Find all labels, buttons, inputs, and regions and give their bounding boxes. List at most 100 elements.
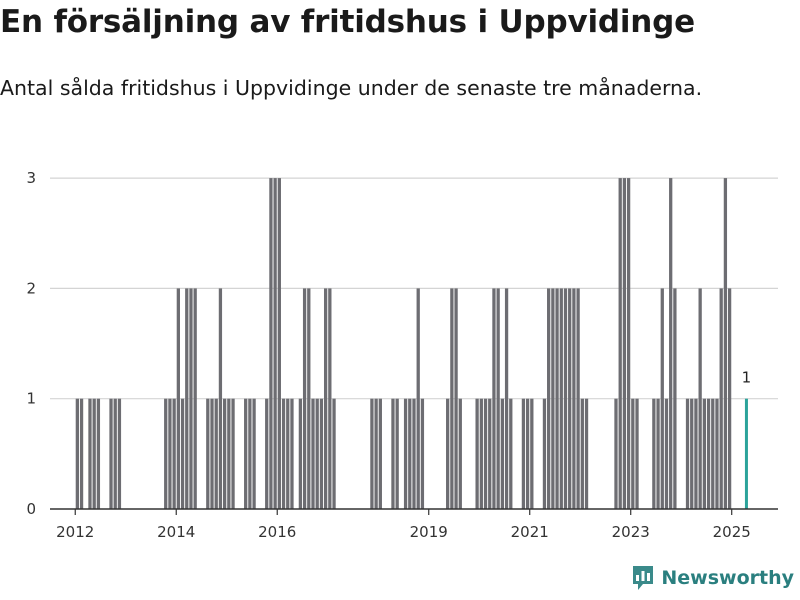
bar	[555, 288, 559, 509]
bar	[509, 398, 513, 509]
bar	[504, 288, 509, 509]
bar	[227, 398, 231, 509]
bar	[412, 398, 416, 509]
bar	[614, 398, 618, 509]
bar	[168, 398, 172, 509]
bar	[416, 288, 420, 509]
bar	[206, 398, 210, 509]
bar	[75, 398, 79, 509]
bar	[673, 288, 677, 509]
bar	[315, 398, 319, 509]
bar	[176, 288, 180, 509]
bar	[117, 398, 122, 509]
bar	[298, 398, 303, 509]
bar	[113, 398, 117, 509]
bar	[656, 398, 660, 509]
x-tick-label: 2016	[258, 523, 296, 541]
bar	[690, 398, 694, 509]
bar	[635, 398, 639, 509]
bar	[496, 288, 500, 509]
bar	[488, 398, 492, 509]
y-tick-label: 3	[26, 169, 36, 187]
bar	[319, 398, 324, 509]
bars: 1	[75, 178, 751, 509]
bar	[311, 398, 315, 509]
bar	[252, 398, 256, 509]
bar	[180, 398, 185, 509]
x-tick-label: 2025	[713, 523, 751, 541]
bar	[568, 288, 572, 509]
bar	[374, 398, 378, 509]
bar	[420, 398, 425, 509]
bar	[403, 398, 408, 509]
bar	[96, 398, 101, 509]
bar-highlight	[744, 398, 748, 509]
bar	[685, 398, 690, 509]
bar	[248, 398, 252, 509]
bar	[446, 398, 450, 509]
bar	[551, 288, 555, 509]
bar	[109, 398, 113, 509]
bar	[711, 398, 715, 509]
bar	[378, 398, 382, 509]
x-tick-label: 2019	[410, 523, 448, 541]
bar	[702, 398, 706, 509]
bar	[618, 178, 622, 509]
bar	[626, 178, 631, 509]
bar	[323, 288, 328, 509]
bar	[521, 398, 526, 509]
bar	[307, 288, 311, 509]
bar	[210, 398, 214, 509]
bar	[525, 398, 530, 509]
bar	[302, 288, 307, 509]
bar	[715, 398, 719, 509]
chart-title: En försäljning av fritidshus i Uppviding…	[0, 4, 695, 40]
bar	[92, 398, 96, 509]
bar	[572, 288, 576, 509]
bar	[281, 398, 286, 509]
bar	[395, 398, 399, 509]
bar	[222, 398, 227, 509]
bar	[492, 288, 496, 509]
bar	[530, 398, 534, 509]
bar	[723, 178, 728, 509]
grid-lines	[50, 177, 778, 400]
bar	[218, 288, 223, 509]
y-tick-label: 0	[26, 500, 36, 518]
bar	[475, 398, 479, 509]
bar	[483, 398, 488, 509]
bar	[172, 398, 176, 509]
bar	[694, 398, 698, 509]
bar	[660, 288, 664, 509]
bar	[631, 398, 635, 509]
bar	[727, 288, 732, 509]
bar	[214, 398, 218, 509]
x-tick-label: 2012	[56, 523, 94, 541]
bar	[79, 398, 84, 509]
bar	[273, 178, 277, 509]
bar	[370, 398, 374, 509]
bar	[652, 398, 656, 509]
bar	[265, 398, 269, 509]
bar	[391, 398, 395, 509]
bar-chart-badge-icon	[633, 566, 654, 590]
bar	[580, 398, 584, 509]
x-tick-label: 2014	[157, 523, 195, 541]
bar	[563, 288, 568, 509]
bar	[286, 398, 290, 509]
bar	[328, 288, 332, 509]
bar	[193, 288, 197, 509]
chart-subtitle: Antal sålda fritidshus i Uppvidinge unde…	[0, 76, 703, 100]
bar	[622, 178, 627, 509]
x-tick-label: 2023	[612, 523, 650, 541]
y-tick-label: 1	[26, 390, 36, 408]
bar	[458, 398, 462, 509]
x-tick-label: 2021	[511, 523, 549, 541]
bar	[290, 398, 294, 509]
brand-name: Newsworthy	[661, 567, 794, 589]
bar	[164, 398, 168, 509]
bar	[277, 178, 281, 509]
bar	[500, 398, 505, 509]
bar	[719, 288, 723, 509]
